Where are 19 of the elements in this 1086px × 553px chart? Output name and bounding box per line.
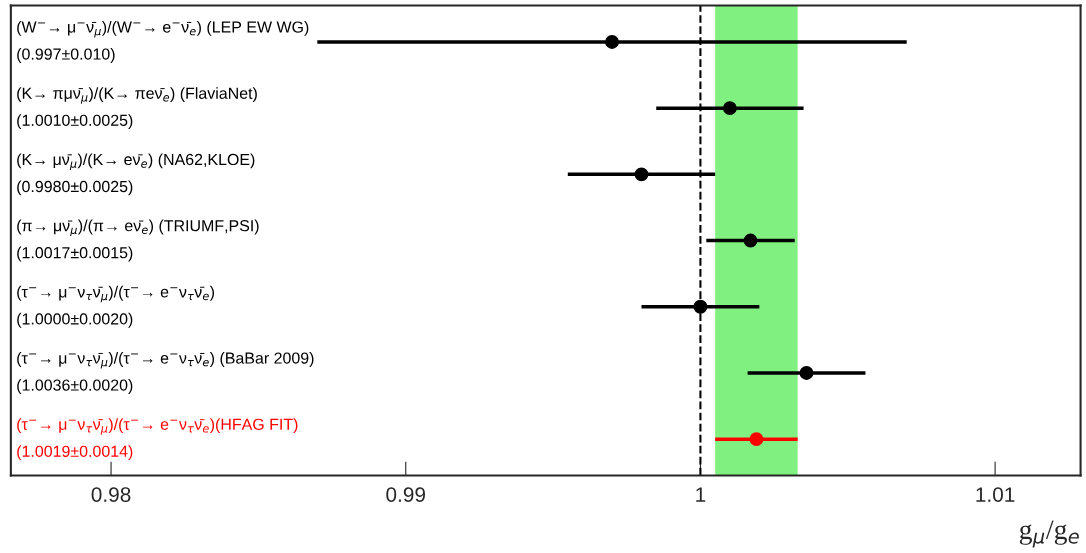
point [743,233,758,248]
category-label: (τ$^{−}$→ μ$^{−}$ν$_{τ}$ν̄$_{μ}$)/(τ$^{−}$→ e$^{−}$ν$_{τ}$ν̄$_{e}$)(HFAG FIT) (1.0019±0.0014) [17,418,298,461]
point [722,101,737,116]
category-label: (W$^{−}$→ μ$^{−}$ν̄$_{μ}$)/(W$^{−}$→ e$^{−}$ν̄$_{e}$) (LEP EW WG) (0.997±0.010) [17,20,309,63]
x-axis-title: g$_{μ}$/g$_{e}$ [1019,520,1079,548]
x-tick-label: 0.98 [91,487,131,502]
point [605,34,619,49]
x-tick-label: 1 [696,487,706,502]
x-tick-label: 1.01 [976,487,1015,502]
x-tick-label: 0.99 [386,487,426,502]
category-label: (τ$^{−}$→ μ$^{−}$ν$_{τ}$ν̄$_{μ}$)/(τ$^{−}$→ e$^{−}$ν$_{τ}$ν̄$_{e}$) (1.0000±0.0020) [17,285,215,328]
category-label: (K→ μν̄$_{μ}$)/(K→ eν̄$_{e}$) (NA62,KLOE) (0.9980±0.0025) [17,153,255,196]
category-label: (K→ πμν̄$_{μ}$)/(K→ πeν̄$_{e}$) (FlaviaNet) (1.0010±0.0025) [17,87,257,130]
category-label: (τ$^{−}$→ μ$^{−}$ν$_{τ}$ν̄$_{μ}$)/(τ$^{−}$→ e$^{−}$ν$_{τ}$ν̄$_{e}$) (BaBar 2009) (1.0036±0.0020) [17,352,314,394]
point [634,167,649,182]
point [799,366,814,380]
point [693,299,708,314]
point [749,432,764,447]
category-label: (π→ μν̄$_{μ}$)/(π→ eν̄$_{e}$) (TRIUMF,PSI) (1.0017±0.0015) [17,219,259,262]
